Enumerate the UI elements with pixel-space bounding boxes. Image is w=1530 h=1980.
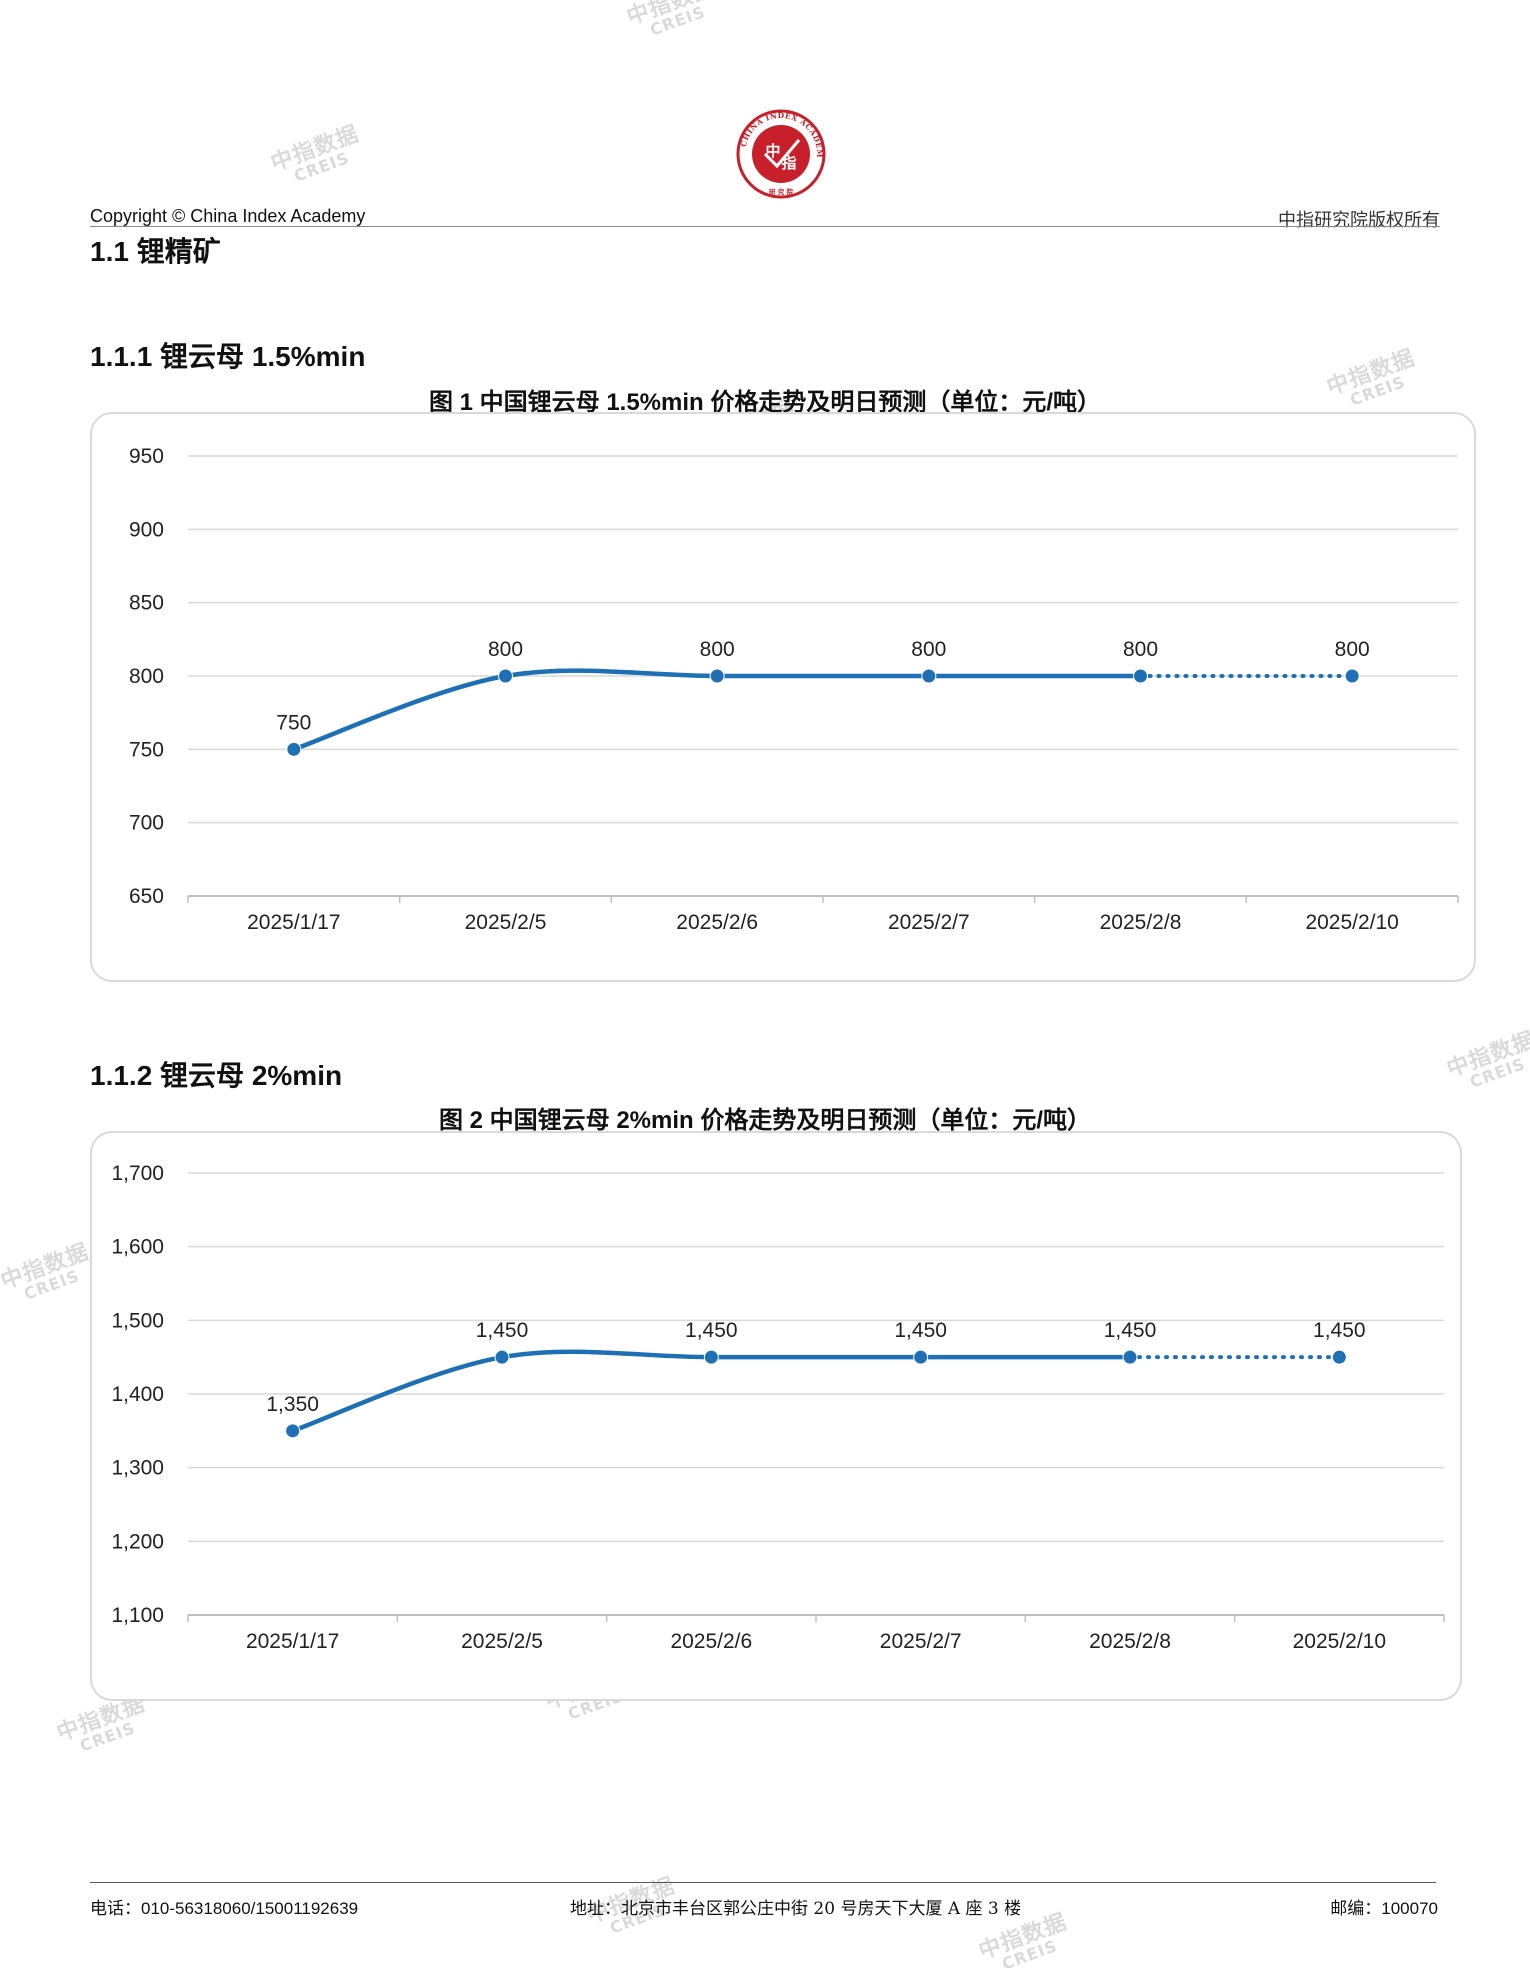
data-point: [1331, 1349, 1347, 1365]
x-tick-label: 2025/2/8: [1100, 911, 1182, 934]
data-point: [498, 668, 513, 684]
chart-1-plot: 650 700 750 800 850 900 950 2025/1/17 2025/2/5 20…: [129, 445, 1459, 934]
y-tick-label: 1,700: [111, 1162, 164, 1185]
x-tick-label: 2025/2/5: [461, 1630, 543, 1653]
y-tick-label: 700: [129, 812, 164, 835]
data-label: 1,450: [894, 1319, 947, 1342]
footer-postcode: 邮编：100070: [1330, 1899, 1438, 1918]
data-point: [1344, 668, 1360, 684]
chart-2-frame: 1,100 1,200 1,300 1,400 1,500 1,600 1,700 2025/…: [90, 1131, 1462, 1701]
data-label: 800: [700, 638, 735, 661]
data-label: 800: [1335, 638, 1370, 661]
data-point: [494, 1349, 510, 1365]
y-tick-label: 1,200: [111, 1530, 164, 1553]
data-label: 1,350: [266, 1393, 319, 1416]
logo-char-top: 中: [765, 142, 780, 160]
data-label: 750: [276, 711, 311, 734]
y-tick-label: 1,100: [111, 1604, 164, 1627]
data-label: 800: [911, 638, 946, 661]
x-tick-label: 2025/2/10: [1293, 1630, 1386, 1653]
data-point: [921, 668, 937, 684]
x-tick-label: 2025/2/6: [676, 911, 758, 934]
x-tick-label: 2025/2/7: [880, 1630, 962, 1653]
data-label: 1,450: [476, 1319, 529, 1342]
rights-text: 中指研究院版权所有: [1278, 210, 1440, 231]
data-point: [286, 741, 302, 757]
data-point: [1133, 668, 1148, 684]
chart-1-frame: 650 700 750 800 850 900 950 2025/1/17 2025/2/5 20…: [90, 412, 1476, 982]
y-tick-label: 1,600: [111, 1236, 164, 1259]
academy-logo: CHINA INDEX ACADEMY 中 指 研 究 院: [735, 108, 826, 199]
section-title-1-1-1: 1.1.1 锂云母 1.5%min: [90, 341, 366, 372]
data-point: [1122, 1349, 1138, 1365]
section-title-1-1-2: 1.1.2 锂云母 2%min: [90, 1060, 343, 1091]
x-tick-label: 2025/2/7: [888, 911, 970, 934]
data-label: 1,450: [1104, 1319, 1157, 1342]
data-label: 1,450: [685, 1319, 738, 1342]
data-label: 1,450: [1313, 1319, 1366, 1342]
chart-1-title: 图 1 中国锂云母 1.5%min 价格走势及明日预测（单位：元/吨）: [428, 389, 1102, 416]
x-tick-label: 2025/2/10: [1305, 911, 1398, 934]
section-title-1-1: 1.1 锂精矿: [90, 236, 221, 267]
copyright-text: Copyright © China Index Academy: [90, 206, 366, 226]
y-tick-label: 1,500: [111, 1309, 164, 1332]
header-divider: [90, 226, 1440, 227]
footer-phone: 电话：010-56318060/15001192639: [90, 1899, 359, 1918]
data-label: 800: [1123, 638, 1158, 661]
y-tick-label: 750: [129, 738, 164, 761]
y-tick-label: 900: [129, 518, 164, 541]
chart-2-plot: 1,100 1,200 1,300 1,400 1,500 1,600 1,700 2025/…: [111, 1162, 1445, 1653]
y-tick-label: 650: [129, 885, 164, 908]
y-tick-label: 950: [129, 445, 164, 468]
y-tick-label: 1,400: [111, 1383, 164, 1406]
y-tick-label: 850: [129, 592, 164, 615]
x-tick-label: 2025/1/17: [246, 1630, 339, 1653]
y-tick-label: 1,300: [111, 1457, 164, 1480]
footer-divider: [90, 1882, 1436, 1883]
data-point: [913, 1349, 929, 1365]
data-label: 800: [488, 638, 523, 661]
data-point: [285, 1423, 301, 1439]
logo-sub-text: 研 究 院: [769, 187, 794, 196]
data-point: [703, 1349, 719, 1365]
y-tick-label: 800: [129, 665, 164, 688]
footer-address: 地址：北京市丰台区郭公庄中街 20 号房天下大厦 A 座 3 楼: [570, 1899, 1022, 1919]
x-tick-label: 2025/2/8: [1089, 1630, 1171, 1653]
x-tick-label: 2025/2/6: [670, 1630, 752, 1653]
x-tick-label: 2025/1/17: [247, 911, 340, 934]
x-tick-label: 2025/2/5: [465, 911, 547, 934]
chart-2-title: 图 2 中国锂云母 2%min 价格走势及明日预测（单位：元/吨）: [438, 1107, 1092, 1134]
data-point: [709, 668, 725, 684]
